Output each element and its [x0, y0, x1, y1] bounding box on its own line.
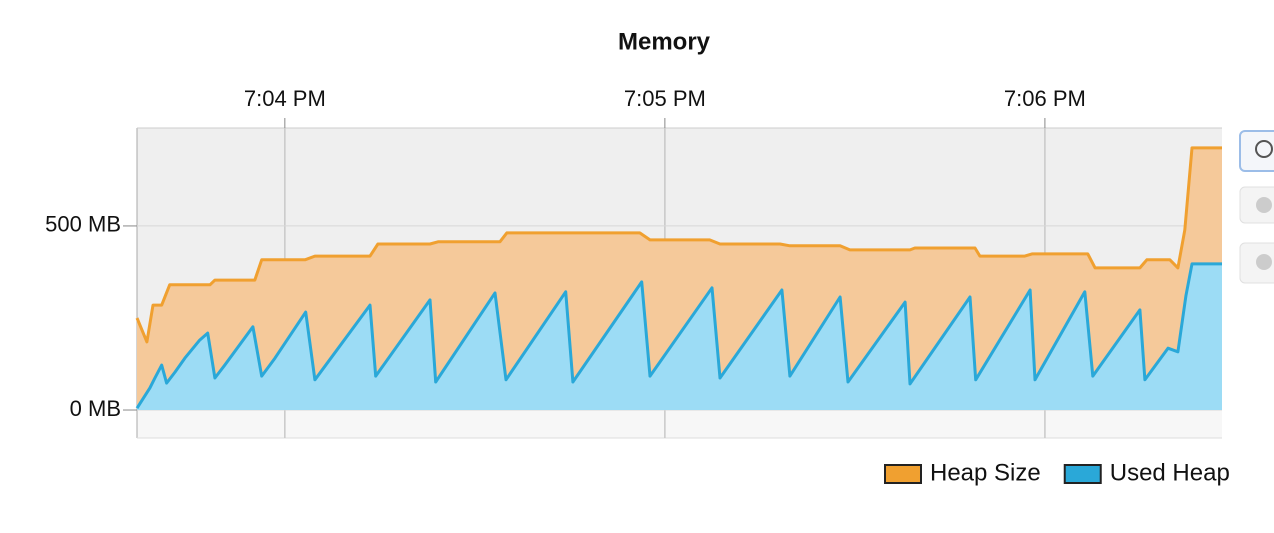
- zoom-controls: [1239, 130, 1274, 284]
- legend-label: Heap Size: [930, 459, 1041, 486]
- zoom-fit-icon: [1255, 140, 1273, 158]
- zoom-in-icon: [1256, 197, 1272, 213]
- legend-swatch: [1063, 464, 1102, 484]
- area-fill: [137, 263, 1222, 411]
- legend-label: Used Heap: [1110, 459, 1230, 486]
- chart-title: Memory: [618, 28, 711, 55]
- y-tick-label: 0 MB: [70, 396, 121, 421]
- x-tick-label: 7:04 PM: [244, 86, 326, 111]
- y-tick-label: 500 MB: [45, 212, 121, 237]
- area-line: [135, 146, 1222, 344]
- legend-item: Heap Size: [884, 459, 1041, 486]
- legend-item: Used Heap: [1063, 459, 1230, 486]
- legend-swatch: [884, 464, 922, 484]
- legend: Heap Size Used Heap: [884, 459, 1230, 486]
- area-line: [135, 262, 1222, 410]
- x-tick-label: 7:06 PM: [1004, 86, 1086, 111]
- plot-lower-band: [137, 410, 1222, 438]
- zoom-out-icon: [1256, 254, 1272, 270]
- x-tick-label: 7:05 PM: [624, 86, 706, 111]
